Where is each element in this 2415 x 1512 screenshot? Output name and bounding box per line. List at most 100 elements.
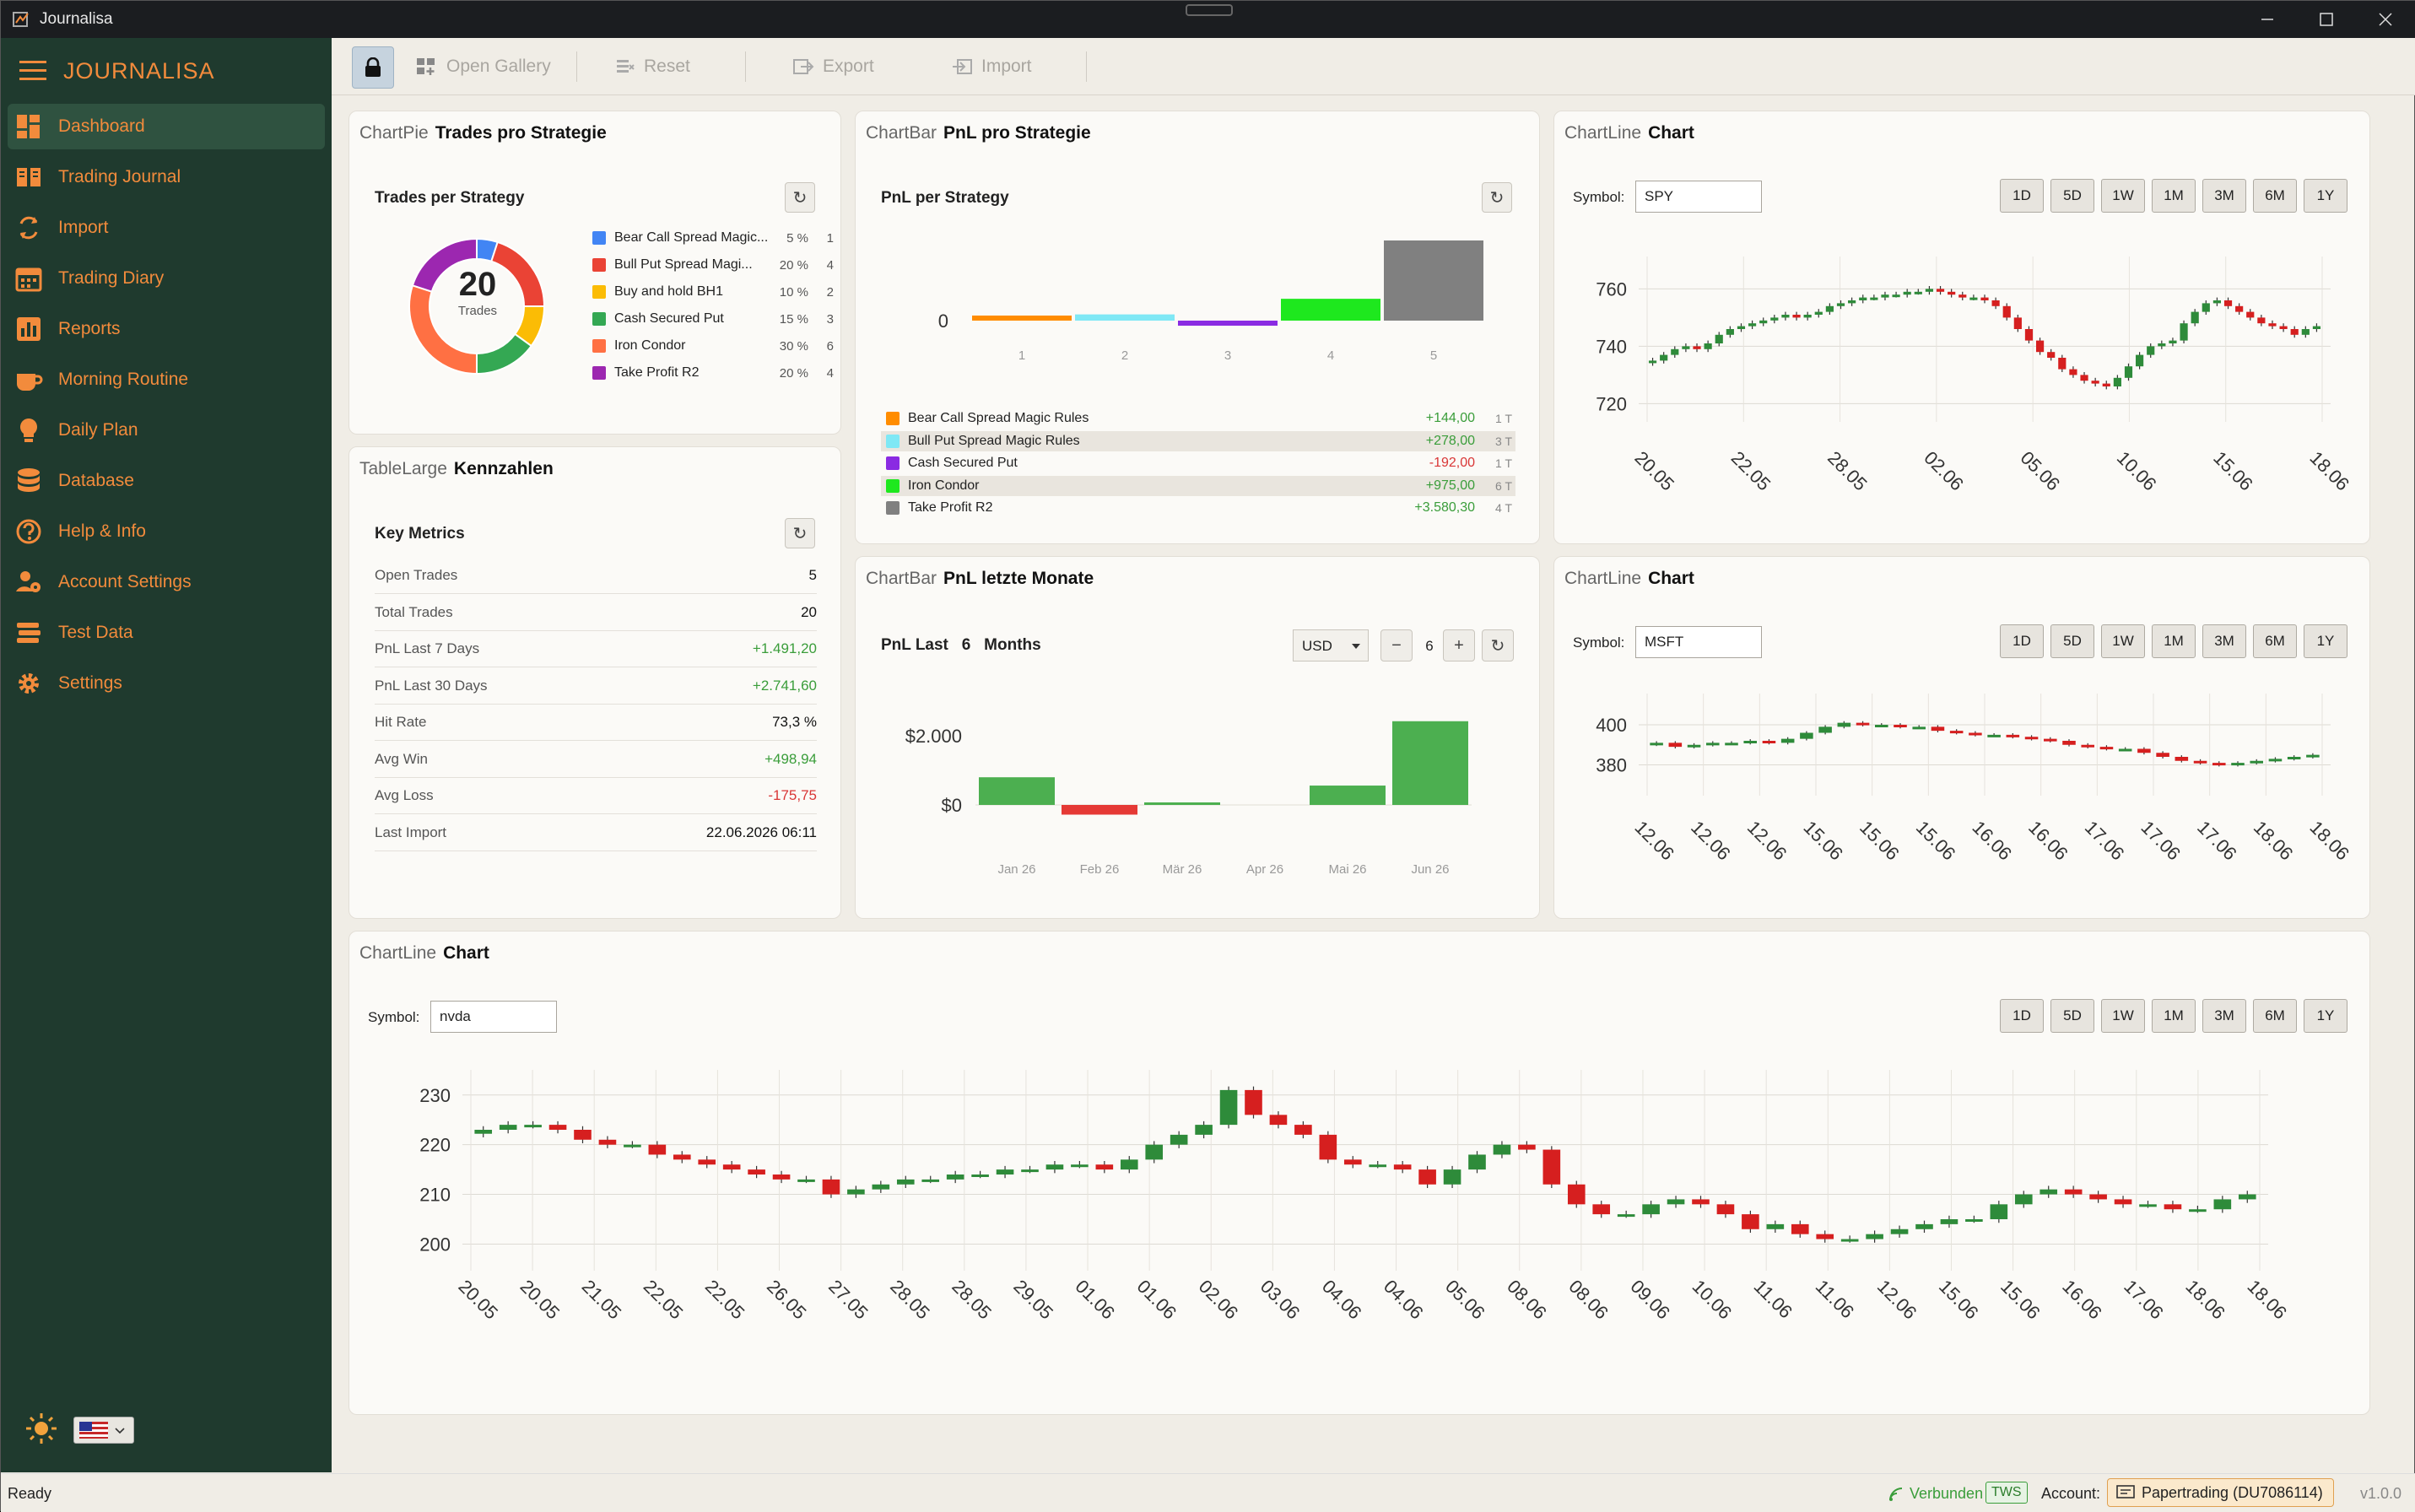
- sidebar-item-reports[interactable]: Reports: [8, 306, 325, 352]
- pie-center-value: 20: [458, 266, 497, 303]
- decrement-button[interactable]: −: [1380, 629, 1413, 662]
- x-tick-label: 27.05: [824, 1276, 873, 1324]
- x-tick-label: 29.05: [1009, 1276, 1057, 1324]
- metric-label: Last Import: [375, 824, 447, 840]
- y-tick-label: 200: [419, 1234, 451, 1255]
- open-gallery-button[interactable]: Open Gallery: [416, 48, 551, 85]
- menu-icon[interactable]: [19, 60, 46, 82]
- sidebar-item-help-info[interactable]: Help & Info: [8, 509, 325, 554]
- minimize-button[interactable]: [2237, 1, 2298, 38]
- range-button-1m[interactable]: 1M: [2152, 179, 2196, 213]
- x-tick-label: Jun 26: [1411, 862, 1449, 877]
- sidebar-item-dashboard[interactable]: Dashboard: [8, 104, 325, 149]
- subtitle-months: 6: [961, 636, 971, 654]
- lock-button[interactable]: [352, 46, 394, 89]
- candle-body: [2091, 381, 2099, 384]
- sidebar-item-trading-diary[interactable]: Trading Diary: [8, 256, 325, 301]
- range-button-1y[interactable]: 1Y: [2304, 999, 2347, 1033]
- currency-select[interactable]: USD: [1293, 629, 1369, 662]
- close-button[interactable]: [2355, 1, 2415, 38]
- range-button-3m[interactable]: 3M: [2202, 999, 2246, 1033]
- sidebar-item-daily-plan[interactable]: Daily Plan: [8, 408, 325, 453]
- pie-slice: [476, 332, 533, 375]
- bar: [972, 316, 1072, 321]
- legend-swatch: [592, 366, 606, 380]
- range-button-5d[interactable]: 5D: [2050, 999, 2094, 1033]
- range-button-3m[interactable]: 3M: [2202, 624, 2246, 658]
- sidebar-item-account-settings[interactable]: Account Settings: [8, 559, 325, 605]
- pie-legend-item: Buy and hold BH1 10 % 2: [592, 282, 837, 302]
- sidebar-item-label: Import: [58, 218, 109, 237]
- candle-body: [1650, 742, 1663, 746]
- candle-body: [1792, 315, 1801, 318]
- range-button-6m[interactable]: 6M: [2253, 179, 2297, 213]
- range-button-1y[interactable]: 1Y: [2304, 624, 2347, 658]
- metric-row: Avg Win +498,94: [375, 741, 817, 778]
- close-icon: [2379, 13, 2392, 26]
- connection-status: Verbunden: [1910, 1485, 1984, 1502]
- language-select[interactable]: [73, 1417, 134, 1444]
- panel-name: PnL letzte Monate: [943, 569, 1094, 588]
- range-button-1d[interactable]: 1D: [2000, 179, 2044, 213]
- candle-body: [2136, 354, 2144, 367]
- increment-button[interactable]: +: [1443, 629, 1475, 662]
- refresh-button[interactable]: ↻: [785, 518, 815, 548]
- pnl-strategy-chart: 0 1 2 3 4 5: [938, 240, 1483, 363]
- account-badge[interactable]: Papertrading (DU7086114): [2107, 1478, 2334, 1507]
- range-button-1w[interactable]: 1W: [2101, 999, 2145, 1033]
- candle-body: [2064, 1189, 2083, 1195]
- refresh-button[interactable]: ↻: [785, 182, 815, 213]
- sidebar-item-morning-routine[interactable]: Morning Routine: [8, 357, 325, 402]
- range-button-6m[interactable]: 6M: [2253, 999, 2297, 1033]
- x-tick-label: 20.05: [454, 1276, 502, 1324]
- drag-handle[interactable]: [1186, 4, 1233, 16]
- symbol-input[interactable]: MSFT: [1635, 626, 1762, 658]
- x-tick-label: 5: [1430, 348, 1437, 363]
- tws-badge: TWS: [1985, 1482, 2028, 1504]
- reset-button[interactable]: Reset: [615, 48, 690, 85]
- range-button-5d[interactable]: 5D: [2050, 179, 2094, 213]
- sidebar-item-import[interactable]: Import: [8, 205, 325, 251]
- range-button-1m[interactable]: 1M: [2152, 624, 2196, 658]
- candle-body: [1045, 1164, 1064, 1170]
- legend-trades: 6 T: [1495, 478, 1512, 493]
- range-button-1w[interactable]: 1W: [2101, 624, 2145, 658]
- symbol-input[interactable]: SPY: [1635, 181, 1762, 213]
- sidebar-item-test-data[interactable]: Test Data: [8, 610, 325, 656]
- range-button-1y[interactable]: 1Y: [2304, 179, 2347, 213]
- months-stepper-value[interactable]: 6: [1425, 638, 1434, 654]
- maximize-button[interactable]: [2296, 1, 2357, 38]
- candle-body: [499, 1125, 517, 1130]
- x-tick-label: 17.06: [2137, 817, 2185, 865]
- symbol-input[interactable]: nvda: [430, 1001, 557, 1033]
- sidebar-item-settings[interactable]: Settings: [8, 661, 325, 706]
- range-button-1w[interactable]: 1W: [2101, 179, 2145, 213]
- import-button[interactable]: Import: [951, 48, 1032, 85]
- theme-sun-icon[interactable]: [24, 1412, 58, 1445]
- candle-body: [1716, 1204, 1735, 1215]
- metric-row: Total Trades 20: [375, 594, 817, 631]
- export-button[interactable]: Export: [792, 48, 874, 85]
- candle-body: [1319, 1134, 1337, 1160]
- refresh-button[interactable]: ↻: [1482, 629, 1514, 662]
- range-button-1d[interactable]: 1D: [2000, 624, 2044, 658]
- range-button-1d[interactable]: 1D: [2000, 999, 2044, 1033]
- pie-center-label: Trades: [457, 304, 498, 318]
- range-button-6m[interactable]: 6M: [2253, 624, 2297, 658]
- candle-body: [1990, 1204, 2008, 1219]
- candle-body: [598, 1139, 617, 1145]
- candle-body: [2175, 757, 2189, 761]
- legend-count: 2: [826, 284, 834, 300]
- range-button-3m[interactable]: 3M: [2202, 179, 2246, 213]
- legend-value: -192,00: [1429, 456, 1475, 471]
- candle-body: [1170, 1134, 1188, 1145]
- sidebar-item-trading-journal[interactable]: Trading Journal: [8, 154, 325, 200]
- legend-pct: 10 %: [779, 284, 808, 300]
- sidebar-item-database[interactable]: Database: [8, 458, 325, 504]
- range-button-1m[interactable]: 1M: [2152, 999, 2196, 1033]
- legend-swatch: [592, 285, 606, 299]
- metric-label: Total Trades: [375, 603, 453, 620]
- range-button-5d[interactable]: 5D: [2050, 624, 2094, 658]
- refresh-button[interactable]: ↻: [1482, 182, 1512, 213]
